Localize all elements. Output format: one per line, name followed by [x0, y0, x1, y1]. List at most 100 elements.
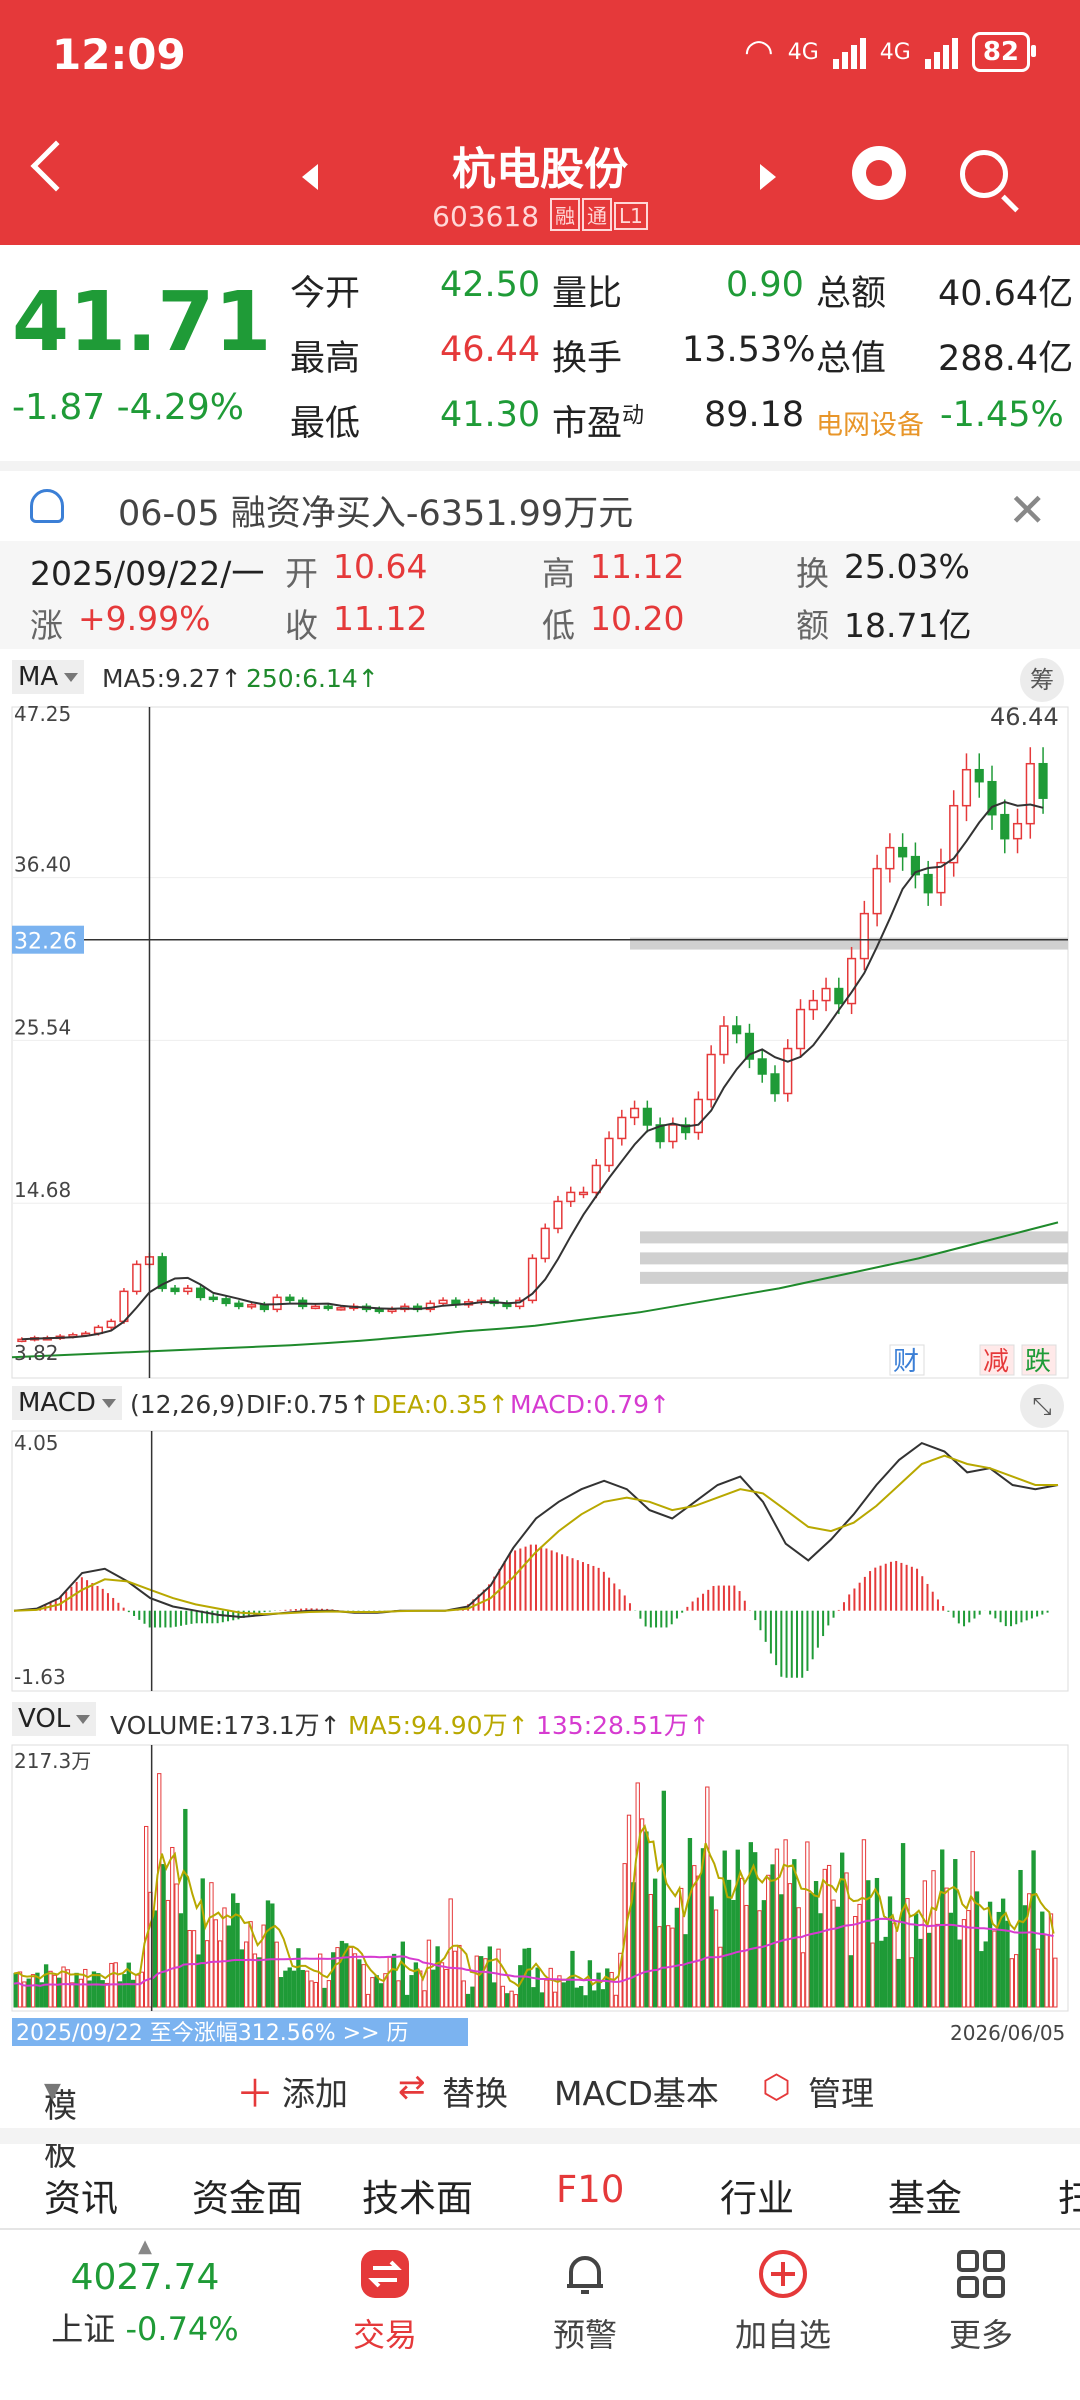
stock-code-number: 603618: [432, 200, 540, 233]
next-stock-icon[interactable]: [760, 164, 776, 190]
assistant-icon[interactable]: [852, 146, 906, 200]
pe-value: 89.18: [704, 395, 805, 435]
y-tick-label: 3.82: [14, 1341, 59, 1365]
volume-bar: [470, 1986, 475, 2008]
nav-alert[interactable]: 预警: [510, 2240, 660, 2356]
volume-bar: [457, 1944, 462, 2008]
sector-change: -1.45%: [940, 395, 1064, 435]
candle-body: [1025, 762, 1035, 825]
pe-label: 市盈动: [552, 403, 645, 444]
grid-icon: [957, 2250, 1005, 2298]
candle-body: [157, 1256, 167, 1290]
tab-news[interactable]: 资讯: [44, 2177, 118, 2220]
volume-bar: [296, 1948, 301, 2008]
candle-body: [591, 1164, 601, 1194]
replace-button[interactable]: 替换: [442, 2074, 508, 2113]
volume-bar: [22, 1981, 27, 2008]
volume-bar: [174, 1883, 179, 2008]
margin-tag: 融: [549, 198, 580, 231]
volume-bar: [387, 1956, 392, 2008]
index-widget[interactable]: ▲ 4027.74 上证 -0.74%: [40, 2236, 250, 2350]
ma250-line: [11, 1221, 1059, 1359]
volume-bar: [235, 1902, 240, 2008]
macd-selector[interactable]: MACD: [12, 1386, 122, 1420]
volume-bar: [818, 1913, 823, 2008]
nav-more[interactable]: 更多: [906, 2240, 1056, 2356]
vol-ma135-line: [13, 1917, 1054, 1987]
volume-bar: [100, 1980, 105, 2008]
kline-chart[interactable]: 32.26 47.25 36.40 25.54 14.68 3.82 46.44 财 减跌: [0, 705, 1080, 1380]
caret-up-icon: ▲: [138, 2236, 152, 2257]
tab-fund[interactable]: 基金: [888, 2177, 962, 2220]
y-tick-label: 14.68: [14, 1178, 71, 1202]
expand-icon[interactable]: ⤡: [1020, 1384, 1064, 1428]
sector-name[interactable]: 电网设备: [816, 410, 924, 441]
volume-bar: [805, 1841, 810, 2008]
volume-bar: [500, 1985, 506, 2008]
candle-body: [221, 1298, 231, 1305]
volume-bar: [161, 1864, 166, 2008]
tab-f10[interactable]: F10: [556, 2168, 625, 2211]
volume-bar: [574, 1987, 580, 2008]
volume-bar: [709, 1896, 714, 2008]
index-line: 上证 -0.74%: [40, 2304, 250, 2350]
bottom-nav: ▲ 4027.74 上证 -0.74% 交易 预警 加自选 更多: [0, 2228, 1080, 2400]
notice-text: 06-05 融资净买入-6351.99万元: [118, 494, 634, 534]
volume-bar: [757, 1910, 762, 2008]
add-button[interactable]: 添加: [282, 2074, 348, 2113]
volume-bar: [104, 1982, 110, 2008]
prev-stock-icon[interactable]: [302, 164, 318, 190]
signal-icon: [832, 35, 866, 69]
chip-button[interactable]: 筹: [1020, 658, 1064, 702]
volume-bar: [1005, 1920, 1010, 2008]
volume-bar: [409, 1975, 414, 2008]
volume-bar: [170, 1846, 175, 2008]
tab-capital[interactable]: 资金面: [192, 2177, 303, 2220]
volume-bar: [465, 1993, 471, 2008]
macd-chart[interactable]: 4.05 -1.63: [0, 1430, 1080, 1692]
volume-bar: [674, 1907, 680, 2008]
volume-bar: [783, 1839, 788, 2008]
volume-bar: [539, 1992, 545, 2008]
volume-bar: [374, 1975, 379, 2008]
volume-bar: [183, 1808, 188, 2008]
bell-icon: [30, 489, 64, 523]
search-icon[interactable]: [960, 150, 1008, 198]
tab-technical[interactable]: 技术面: [362, 2177, 473, 2220]
tab-more[interactable]: 扫: [1058, 2177, 1080, 2220]
nav-add-favorite[interactable]: 加自选: [708, 2240, 858, 2356]
wifi-icon: ◠: [744, 32, 774, 72]
vol-selector[interactable]: VOL: [12, 1702, 97, 1736]
support-band: [640, 1231, 1068, 1244]
volume-chart[interactable]: 217.3万 2025/09/22 至今涨幅312.56% >> 历 2026/06…: [0, 1744, 1080, 2050]
nav-trade[interactable]: 交易: [310, 2240, 460, 2356]
volume-bar: [552, 1991, 558, 2008]
volume-bar: [309, 1980, 314, 2008]
volume-bar: [452, 1950, 458, 2008]
macd-basic-button[interactable]: MACD基本: [554, 2074, 719, 2113]
volume-bar: [822, 1868, 827, 2008]
tab-industry[interactable]: 行业: [720, 2177, 794, 2220]
volume-bar: [213, 1919, 218, 2008]
financing-notice[interactable]: 06-05 融资净买入-6351.99万元 ✕: [0, 461, 1080, 541]
volume-bar: [722, 1850, 727, 2008]
volume-bar: [696, 1875, 701, 2008]
max-price-label: 46.44: [990, 705, 1059, 731]
ma-selector[interactable]: MA: [12, 660, 85, 694]
volume-bar: [813, 1881, 819, 2008]
volume-bar: [1000, 1898, 1006, 2008]
volume-bar: [609, 1971, 614, 2008]
macd-params: (12,26,9): [130, 1390, 245, 1419]
volume-bar: [826, 1864, 832, 2008]
volume-bar: [766, 1874, 771, 2008]
close-icon[interactable]: ✕: [1008, 483, 1047, 537]
volume-bar: [687, 1838, 693, 2008]
kline-close-label: 收: [285, 606, 318, 645]
candle-body: [323, 1305, 333, 1310]
manage-button[interactable]: 管理: [808, 2074, 874, 2113]
candle-body: [693, 1098, 703, 1134]
volume-bar: [683, 1934, 688, 2008]
volume-bar: [557, 1975, 562, 2008]
info-tabs: 资讯 资金面 技术面 F10 行业 基金 扫: [0, 2148, 1080, 2228]
candle-body: [808, 999, 818, 1011]
